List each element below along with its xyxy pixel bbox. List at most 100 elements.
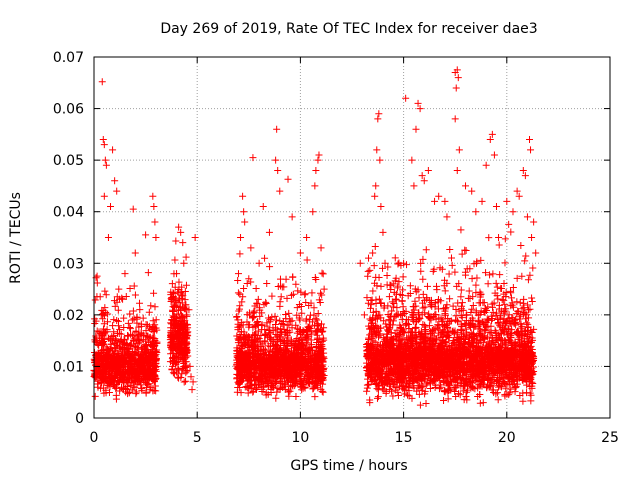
roti-point (150, 289, 158, 297)
roti-point (128, 365, 136, 373)
roti-point (100, 384, 108, 392)
roti-point (296, 336, 304, 344)
roti-point (254, 327, 262, 335)
roti-point (516, 299, 524, 307)
roti-point (240, 284, 248, 292)
roti-point (266, 318, 274, 326)
roti-point (176, 303, 184, 311)
roti-point (178, 292, 186, 300)
roti-point (292, 280, 300, 288)
roti-point (278, 369, 286, 377)
roti-point (522, 252, 530, 260)
roti-point (272, 394, 280, 402)
roti-point (146, 360, 154, 368)
roti-point (251, 331, 259, 339)
roti-point (517, 241, 525, 249)
roti-point (237, 338, 245, 346)
roti-point (138, 386, 146, 394)
roti-point (180, 314, 188, 322)
roti-point (120, 375, 128, 383)
roti-point (179, 312, 187, 320)
roti-point (318, 328, 326, 336)
roti-point (91, 296, 99, 304)
roti-point (369, 287, 377, 295)
roti-point (94, 340, 102, 348)
roti-point (240, 354, 248, 362)
roti-point (169, 369, 177, 377)
roti-point (447, 254, 455, 262)
roti-point (243, 311, 251, 319)
roti-point (290, 377, 298, 385)
roti-point (266, 359, 274, 367)
roti-point (289, 367, 297, 375)
roti-point (116, 326, 124, 334)
roti-point (92, 332, 100, 340)
roti-point (178, 365, 186, 373)
roti-point (94, 377, 102, 385)
roti-point (180, 320, 188, 328)
roti-point (262, 331, 270, 339)
roti-point (92, 357, 100, 365)
roti-point (263, 365, 271, 373)
roti-point (465, 287, 473, 295)
roti-point (242, 360, 250, 368)
roti-point (255, 368, 263, 376)
roti-point (126, 323, 134, 331)
roti-point (241, 351, 249, 359)
roti-point (251, 358, 259, 366)
roti-point (292, 321, 300, 329)
roti-point (258, 388, 266, 396)
roti-point (181, 288, 189, 296)
roti-point (273, 326, 281, 334)
roti-point (306, 349, 314, 357)
roti-point (268, 313, 276, 321)
roti-point (275, 362, 283, 370)
roti-point (258, 309, 266, 317)
roti-point (317, 289, 325, 297)
roti-point (318, 373, 326, 381)
roti-point (276, 377, 284, 385)
roti-point (238, 349, 246, 357)
roti-point (182, 377, 190, 385)
roti-point (312, 379, 320, 387)
roti-point (250, 307, 258, 315)
roti-point (423, 282, 431, 290)
roti-point (282, 315, 290, 323)
roti-point (239, 293, 247, 301)
roti-point (177, 373, 185, 381)
roti-point (373, 394, 381, 402)
roti-point (301, 291, 309, 299)
roti-point (501, 259, 509, 267)
roti-point (318, 269, 326, 277)
roti-point (284, 378, 292, 386)
roti-point (527, 397, 535, 405)
roti-point (124, 319, 132, 327)
roti-point (138, 356, 146, 364)
roti-point (182, 281, 190, 289)
roti-point (287, 338, 295, 346)
roti-point (113, 298, 121, 306)
roti-point (138, 348, 146, 356)
roti-point (288, 381, 296, 389)
roti-point (131, 291, 139, 299)
roti-point (140, 343, 148, 351)
roti-point (411, 297, 419, 305)
roti-point (249, 388, 257, 396)
roti-point (104, 310, 112, 318)
roti-point (103, 326, 111, 334)
roti-point (126, 284, 134, 292)
roti-point (252, 364, 260, 372)
roti-point (496, 271, 504, 279)
roti-point (377, 282, 385, 290)
roti-point (169, 353, 177, 361)
roti-point (136, 338, 144, 346)
roti-point (168, 342, 176, 350)
roti-point (309, 384, 317, 392)
roti-point (364, 267, 372, 275)
roti-point (320, 324, 328, 332)
roti-point (170, 370, 178, 378)
roti-point (247, 384, 255, 392)
roti-point (297, 288, 305, 296)
roti-point (106, 373, 114, 381)
roti-point (462, 246, 470, 254)
